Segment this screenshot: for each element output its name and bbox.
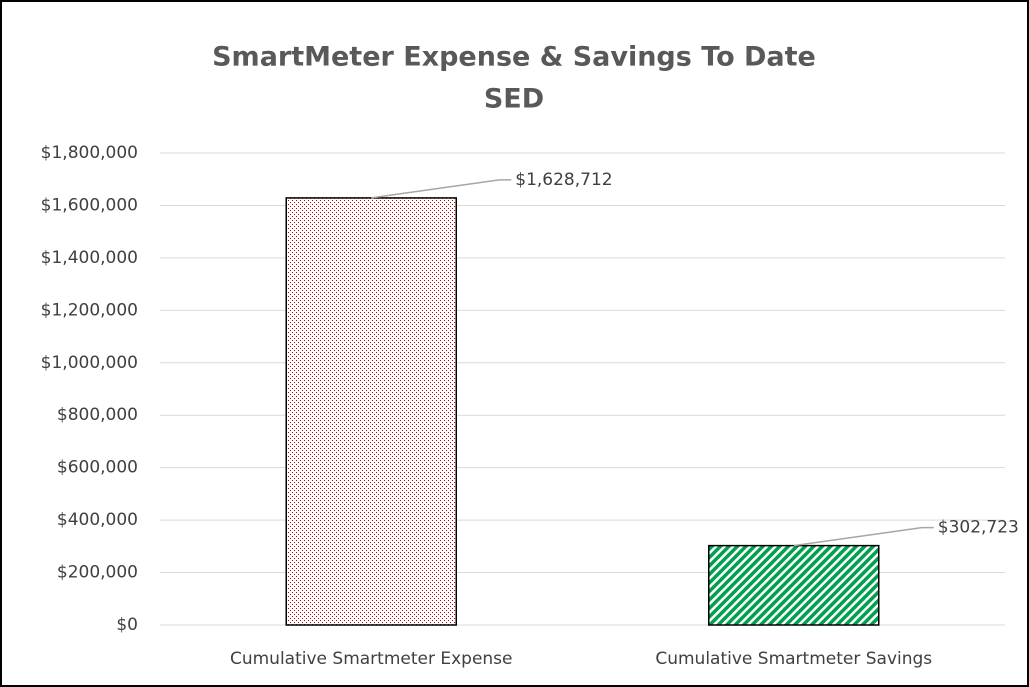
chart-title: SmartMeter Expense & Savings To Date <box>212 42 816 73</box>
x-tick-label: Cumulative Smartmeter Expense <box>230 649 513 669</box>
y-tick-label: $200,000 <box>57 563 138 583</box>
y-tick-label: $1,200,000 <box>41 300 138 320</box>
bar <box>285 197 457 626</box>
leader-line <box>371 179 512 199</box>
y-tick-label: $400,000 <box>57 510 138 530</box>
y-tick-label: $0 <box>116 615 138 635</box>
y-tick-label: $1,600,000 <box>41 195 138 215</box>
y-tick-label: $1,400,000 <box>41 248 138 268</box>
y-tick-label: $600,000 <box>57 458 138 478</box>
y-tick-label: $800,000 <box>57 405 138 425</box>
bar <box>708 544 880 626</box>
leader-line <box>793 526 934 547</box>
data-label: $1,628,712 <box>515 170 612 190</box>
x-tick-label: Cumulative Smartmeter Savings <box>655 649 932 669</box>
y-tick-label: $1,800,000 <box>41 143 138 163</box>
y-tick-label: $1,000,000 <box>41 353 138 373</box>
data-label: $302,723 <box>938 518 1019 538</box>
chart-subtitle: SED <box>484 84 544 115</box>
